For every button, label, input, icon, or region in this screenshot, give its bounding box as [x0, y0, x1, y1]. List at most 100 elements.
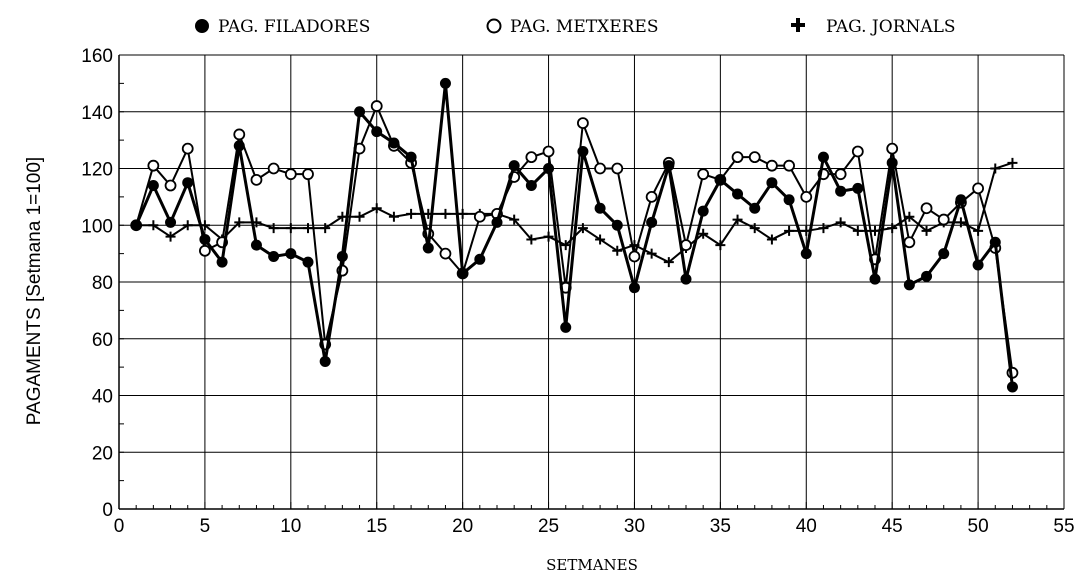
data-point	[732, 189, 743, 200]
data-point	[423, 242, 434, 253]
data-point	[938, 248, 949, 259]
y-tick-label: 100	[81, 216, 113, 237]
data-point	[749, 203, 760, 214]
x-tick-label: 55	[1053, 516, 1074, 537]
data-point	[166, 181, 176, 191]
data-point	[801, 192, 811, 202]
data-point	[852, 183, 863, 194]
series-line	[136, 83, 1012, 387]
data-point	[406, 152, 417, 163]
data-point	[183, 144, 193, 154]
data-point	[870, 274, 881, 285]
data-point	[853, 226, 863, 236]
data-point	[474, 254, 485, 265]
data-point	[199, 234, 210, 245]
data-point	[681, 274, 692, 285]
data-point	[595, 164, 605, 174]
data-point	[715, 174, 726, 185]
x-tick-label: 20	[452, 516, 473, 537]
data-point	[836, 217, 846, 227]
data-point	[544, 232, 554, 242]
y-tick-label: 60	[92, 330, 113, 351]
data-point	[921, 271, 932, 282]
data-point	[371, 126, 382, 137]
series-group	[131, 78, 1018, 393]
legend-marker-plus	[791, 18, 805, 32]
data-point	[268, 251, 279, 262]
data-point	[354, 106, 365, 117]
data-point	[475, 212, 485, 222]
y-tick-label: 20	[92, 443, 113, 464]
x-tick-label: 40	[796, 516, 817, 537]
data-point	[320, 356, 331, 367]
series-filled-circle	[131, 78, 1018, 393]
data-point	[956, 217, 966, 227]
data-point	[148, 180, 159, 191]
y-tick-label: 120	[81, 160, 113, 181]
data-point	[458, 209, 468, 219]
data-point	[372, 101, 382, 111]
data-point	[612, 164, 622, 174]
data-point	[251, 175, 261, 185]
data-point	[509, 160, 520, 171]
data-point	[629, 251, 639, 261]
data-point	[698, 169, 708, 179]
data-point	[646, 217, 657, 228]
data-point	[372, 203, 382, 213]
y-axis-title: PAGAMENTS [Setmana 1=100]	[24, 157, 45, 425]
y-tick-label: 80	[92, 273, 113, 294]
y-tick-label: 40	[92, 387, 113, 408]
data-point	[887, 157, 898, 168]
data-point	[612, 220, 623, 231]
data-point	[887, 144, 897, 154]
data-point	[131, 220, 142, 231]
x-tick-label: 45	[882, 516, 903, 537]
data-point	[337, 251, 348, 262]
data-point	[922, 203, 932, 213]
data-point	[784, 194, 795, 205]
y-tick-labels: 020406080100120140160	[81, 46, 113, 521]
data-point	[973, 226, 983, 236]
data-point	[647, 192, 657, 202]
legend-marker-filled-circle	[195, 19, 209, 33]
x-tick-labels: 0 5 10 15 20 25 30 35 40 45 50 55	[114, 516, 1075, 537]
data-point	[801, 248, 812, 259]
x-tick-label: 30	[624, 516, 645, 537]
data-point	[1007, 158, 1017, 168]
data-point	[835, 186, 846, 197]
data-point	[973, 183, 983, 193]
legend: PAG. FILADORES PAG. METXERES PAG. JORNAL…	[195, 17, 956, 37]
data-point	[784, 161, 794, 171]
data-point	[182, 177, 193, 188]
data-point	[526, 152, 536, 162]
data-point	[355, 212, 365, 222]
data-point	[234, 140, 245, 151]
legend-label-jornals: PAG. JORNALS	[826, 17, 956, 37]
legend-label-metxeres: PAG. METXERES	[510, 17, 658, 37]
x-tick-label: 5	[200, 516, 211, 537]
data-point	[492, 217, 503, 228]
data-point	[577, 146, 588, 157]
data-point	[990, 237, 1001, 248]
data-point	[647, 249, 657, 259]
legend-label-filadores: PAG. FILADORES	[218, 17, 370, 37]
y-tick-label: 160	[81, 46, 113, 67]
data-point	[286, 169, 296, 179]
data-point	[560, 322, 571, 333]
data-point	[440, 249, 450, 259]
data-point	[285, 248, 296, 259]
data-point	[578, 118, 588, 128]
data-point	[1007, 381, 1018, 392]
x-tick-label: 15	[366, 516, 387, 537]
data-point	[784, 226, 794, 236]
data-point	[990, 164, 1000, 174]
x-tick-label: 50	[968, 516, 989, 537]
x-tick-label: 10	[280, 516, 301, 537]
data-point	[440, 78, 451, 89]
data-point	[286, 223, 296, 233]
data-point	[388, 137, 399, 148]
x-tick-label: 0	[114, 516, 125, 537]
data-point	[457, 268, 468, 279]
data-point	[234, 129, 244, 139]
